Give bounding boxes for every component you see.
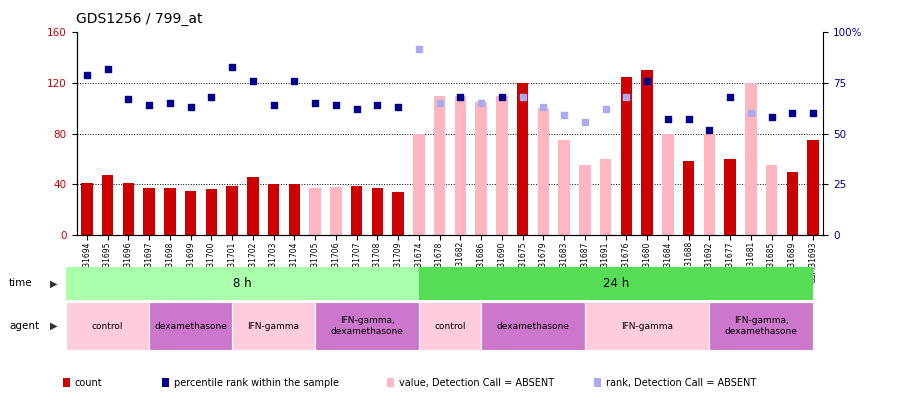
Point xyxy=(101,66,115,72)
Point xyxy=(495,94,509,100)
Bar xyxy=(745,83,757,235)
Bar xyxy=(558,140,570,235)
Text: IFN-gamma,
dexamethasone: IFN-gamma, dexamethasone xyxy=(724,316,797,336)
Point xyxy=(80,72,94,78)
Point xyxy=(142,102,157,109)
Point xyxy=(391,104,405,111)
Bar xyxy=(517,83,528,235)
Text: count: count xyxy=(75,378,103,388)
Point xyxy=(204,94,219,100)
Point xyxy=(516,94,530,100)
Point xyxy=(225,64,239,70)
Point xyxy=(349,106,364,113)
Text: dexamethasone: dexamethasone xyxy=(154,322,227,330)
Text: GDS1256 / 799_at: GDS1256 / 799_at xyxy=(76,12,203,26)
Bar xyxy=(724,159,736,235)
Point xyxy=(661,116,675,123)
Point xyxy=(370,102,384,109)
Point xyxy=(598,106,613,113)
Text: control: control xyxy=(92,322,123,330)
Point xyxy=(557,112,572,119)
Point xyxy=(411,45,426,52)
Bar xyxy=(372,188,383,235)
Bar xyxy=(268,184,279,235)
Bar xyxy=(330,187,342,235)
Bar xyxy=(537,108,549,235)
Bar xyxy=(227,185,238,235)
Text: 8 h: 8 h xyxy=(233,277,252,290)
Point xyxy=(432,100,446,107)
Point xyxy=(328,102,343,109)
Point xyxy=(308,100,322,107)
Bar xyxy=(122,183,134,235)
Point xyxy=(163,100,177,107)
Bar xyxy=(454,96,466,235)
Bar xyxy=(206,190,217,235)
Bar xyxy=(102,175,113,235)
Point xyxy=(454,94,468,100)
Point xyxy=(246,78,260,84)
Bar xyxy=(248,177,258,235)
Bar xyxy=(683,162,694,235)
Text: IFN-gamma: IFN-gamma xyxy=(621,322,673,330)
Bar xyxy=(600,159,611,235)
Point xyxy=(785,110,799,117)
Point xyxy=(681,116,696,123)
Point xyxy=(764,114,778,121)
Bar xyxy=(81,183,93,235)
Point xyxy=(184,104,198,111)
Point xyxy=(578,118,592,125)
Text: 24 h: 24 h xyxy=(603,277,629,290)
Point xyxy=(266,102,281,109)
Bar xyxy=(621,77,632,235)
Bar xyxy=(434,96,446,235)
Point xyxy=(806,110,820,117)
Bar xyxy=(351,185,363,235)
Point xyxy=(702,126,716,133)
Bar xyxy=(787,172,798,235)
Text: IFN-gamma: IFN-gamma xyxy=(248,322,300,330)
Point xyxy=(723,94,737,100)
Text: time: time xyxy=(9,279,32,288)
Point xyxy=(536,104,551,111)
Bar xyxy=(475,102,487,235)
Text: agent: agent xyxy=(9,321,39,331)
Point xyxy=(287,78,302,84)
Point xyxy=(640,78,654,84)
Text: rank, Detection Call = ABSENT: rank, Detection Call = ABSENT xyxy=(606,378,756,388)
Bar xyxy=(392,192,404,235)
Bar xyxy=(164,188,176,235)
Bar xyxy=(704,134,716,235)
Bar xyxy=(310,188,320,235)
Bar xyxy=(807,140,819,235)
Text: control: control xyxy=(434,322,466,330)
Text: IFN-gamma,
dexamethasone: IFN-gamma, dexamethasone xyxy=(330,316,403,336)
Bar xyxy=(766,165,778,235)
Bar xyxy=(289,184,300,235)
Point xyxy=(743,110,758,117)
Text: value, Detection Call = ABSENT: value, Detection Call = ABSENT xyxy=(399,378,554,388)
Text: percentile rank within the sample: percentile rank within the sample xyxy=(174,378,338,388)
Bar xyxy=(580,165,590,235)
Point xyxy=(474,100,489,107)
Bar xyxy=(496,96,508,235)
Text: ▶: ▶ xyxy=(50,279,57,288)
Text: dexamethasone: dexamethasone xyxy=(497,322,570,330)
Point xyxy=(619,94,634,100)
Point xyxy=(122,96,136,102)
Text: ▶: ▶ xyxy=(50,321,57,331)
Bar xyxy=(184,191,196,235)
Bar xyxy=(642,70,652,235)
Bar xyxy=(143,188,155,235)
Bar xyxy=(662,134,673,235)
Bar xyxy=(413,134,425,235)
